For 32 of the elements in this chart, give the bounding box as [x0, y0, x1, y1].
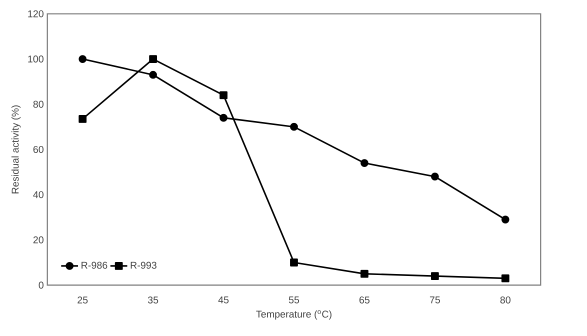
point: [290, 122, 298, 131]
point: [501, 215, 510, 224]
x-tick-label: 80: [500, 296, 510, 304]
y-tick-label: 100: [28, 55, 44, 62]
point: [220, 91, 228, 99]
x-tick-label: 45: [218, 296, 229, 304]
y-tick-label: 120: [28, 10, 44, 18]
y-tick-label: 20: [33, 236, 44, 244]
x-axis-title: Temperature ($^{o}$C): [256, 310, 332, 320]
point: [360, 270, 368, 278]
point: [78, 54, 87, 63]
point: [220, 114, 228, 122]
legend-label: R-993: [130, 262, 156, 269]
y-tick-label: 40: [33, 190, 44, 198]
x-tick-label: 25: [78, 296, 88, 304]
y-tick-label: 0: [38, 281, 44, 288]
y-axis-title: Residual activity (%): [11, 105, 21, 194]
y-tick-label: 60: [33, 146, 44, 153]
point: [360, 158, 368, 167]
x-tick-label: 75: [430, 296, 440, 304]
point: [430, 272, 439, 280]
point: [78, 114, 87, 123]
point: [149, 70, 158, 79]
point: [290, 258, 298, 266]
legend-label: R-986: [82, 262, 108, 269]
point: [501, 274, 510, 282]
point: [430, 172, 439, 180]
x-tick-label: 35: [148, 296, 158, 304]
x-tick-label: 55: [288, 296, 300, 304]
point: [149, 54, 158, 63]
x-tick-label: 65: [359, 296, 370, 304]
y-tick-label: 80: [33, 100, 44, 108]
